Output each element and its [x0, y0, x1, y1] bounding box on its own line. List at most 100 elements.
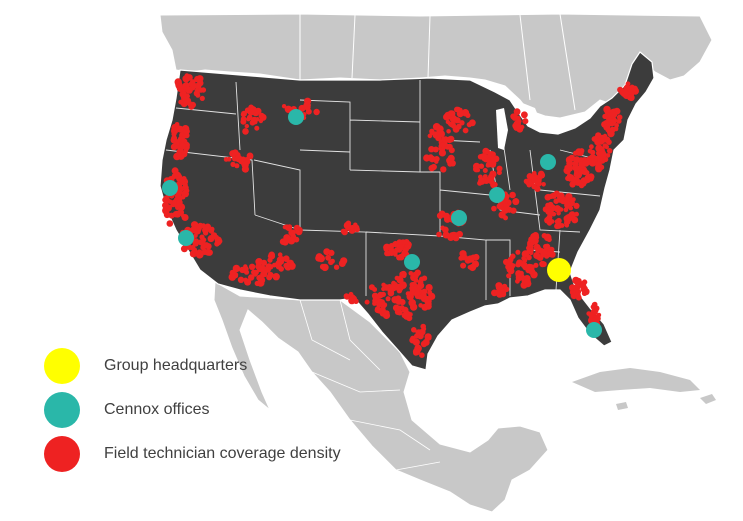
coverage-dot [627, 94, 635, 102]
coverage-dot [238, 159, 244, 165]
coverage-dot [441, 137, 446, 142]
coverage-dot [620, 91, 627, 97]
office-marker-ohio[interactable] [540, 154, 556, 170]
coverage-dot [538, 171, 546, 179]
office-marker-southern-california[interactable] [178, 230, 194, 246]
us-landmass [159, 51, 655, 371]
coverage-dot [531, 183, 537, 190]
coverage-dot [545, 207, 553, 215]
coverage-dot [414, 333, 420, 339]
coverage-dot [546, 250, 554, 258]
coverage-dot [558, 207, 564, 212]
coverage-dot [386, 250, 392, 257]
great-lakes-water [520, 102, 575, 136]
caribbean-islands [616, 394, 716, 410]
office-marker-missouri[interactable] [451, 210, 467, 226]
coverage-dot [478, 163, 485, 169]
coverage-dot [246, 114, 253, 121]
coverage-dot [597, 156, 603, 162]
office-marker-oklahoma[interactable] [404, 254, 420, 270]
coverage-dot [171, 126, 177, 132]
coverage-dot [226, 156, 232, 162]
coverage-dot [385, 296, 391, 302]
coverage-dot [421, 288, 428, 295]
coverage-dot [427, 290, 433, 296]
coverage-dot [354, 226, 360, 233]
coverage-dot [567, 160, 573, 166]
coverage-dot [556, 210, 561, 216]
coverage-dot [496, 170, 502, 176]
coverage-dot [237, 276, 245, 283]
coverage-dot [283, 255, 290, 262]
coverage-dot [233, 273, 239, 279]
coverage-dot [496, 202, 504, 210]
coverage-dot [215, 238, 222, 246]
coverage-dot [440, 142, 445, 148]
office-marker-illinois[interactable] [489, 187, 505, 203]
coverage-dot [574, 179, 582, 186]
coverage-dot [206, 249, 213, 256]
coverage-dot [287, 237, 296, 245]
coverage-dot [179, 142, 186, 149]
office-marker-montana[interactable] [288, 109, 304, 125]
coverage-dot [202, 230, 209, 236]
coverage-dot [522, 118, 529, 125]
coverage-dot [534, 244, 541, 251]
coverage-dot [382, 311, 391, 320]
coverage-dot [403, 239, 410, 245]
legend-swatch-yellow [44, 348, 80, 384]
coverage-dot [533, 252, 541, 259]
coverage-dot [240, 118, 247, 125]
coverage-dot [513, 198, 519, 203]
coverage-dot [396, 309, 403, 316]
coverage-dot [597, 137, 605, 145]
coverage-dot [372, 287, 378, 292]
coverage-dot [248, 274, 255, 281]
coverage-dot [229, 150, 237, 158]
coverage-dot [185, 86, 193, 94]
coverage-dot [298, 104, 306, 112]
headquarters-marker[interactable] [547, 258, 571, 282]
legend-item-coverage: Field technician coverage density [44, 432, 341, 476]
coverage-dot [488, 174, 494, 179]
legend-swatch-red [44, 436, 80, 472]
coverage-dot [265, 267, 271, 273]
coverage-dot [528, 268, 536, 275]
coverage-dot [388, 243, 395, 249]
coverage-dot [349, 295, 358, 303]
coverage-dot [229, 269, 236, 276]
coverage-dot [432, 123, 441, 131]
coverage-dot [515, 249, 521, 255]
coverage-dot [484, 177, 491, 184]
coverage-dot [345, 224, 352, 231]
coverage-dot [579, 282, 587, 289]
coverage-dot [196, 249, 203, 256]
coverage-dot [466, 122, 472, 128]
coverage-dot [446, 143, 453, 150]
coverage-dot [418, 303, 424, 308]
coverage-dot [506, 266, 513, 273]
coverage-dot [208, 227, 214, 233]
office-marker-florida[interactable] [586, 322, 602, 338]
coverage-dot [578, 168, 585, 175]
coverage-density-layer [162, 73, 639, 359]
coverage-dot [526, 173, 534, 180]
coverage-dot [509, 191, 516, 199]
coverage-dot [176, 125, 184, 133]
coverage-dot [417, 279, 423, 285]
office-marker-northern-california[interactable] [162, 180, 178, 196]
coverage-dot [305, 108, 312, 115]
coverage-dot [501, 283, 508, 290]
coverage-dot [286, 226, 292, 232]
coverage-dot [198, 87, 204, 93]
coverage-dot [173, 144, 179, 150]
coverage-dot [421, 303, 429, 311]
coverage-dot [613, 126, 619, 132]
coverage-dot [427, 133, 433, 139]
coverage-dot [395, 298, 403, 305]
coverage-dot [382, 302, 388, 308]
coverage-dot [450, 115, 458, 123]
coverage-dot [408, 299, 417, 307]
coverage-dot [506, 258, 513, 265]
coverage-dot [258, 112, 265, 119]
